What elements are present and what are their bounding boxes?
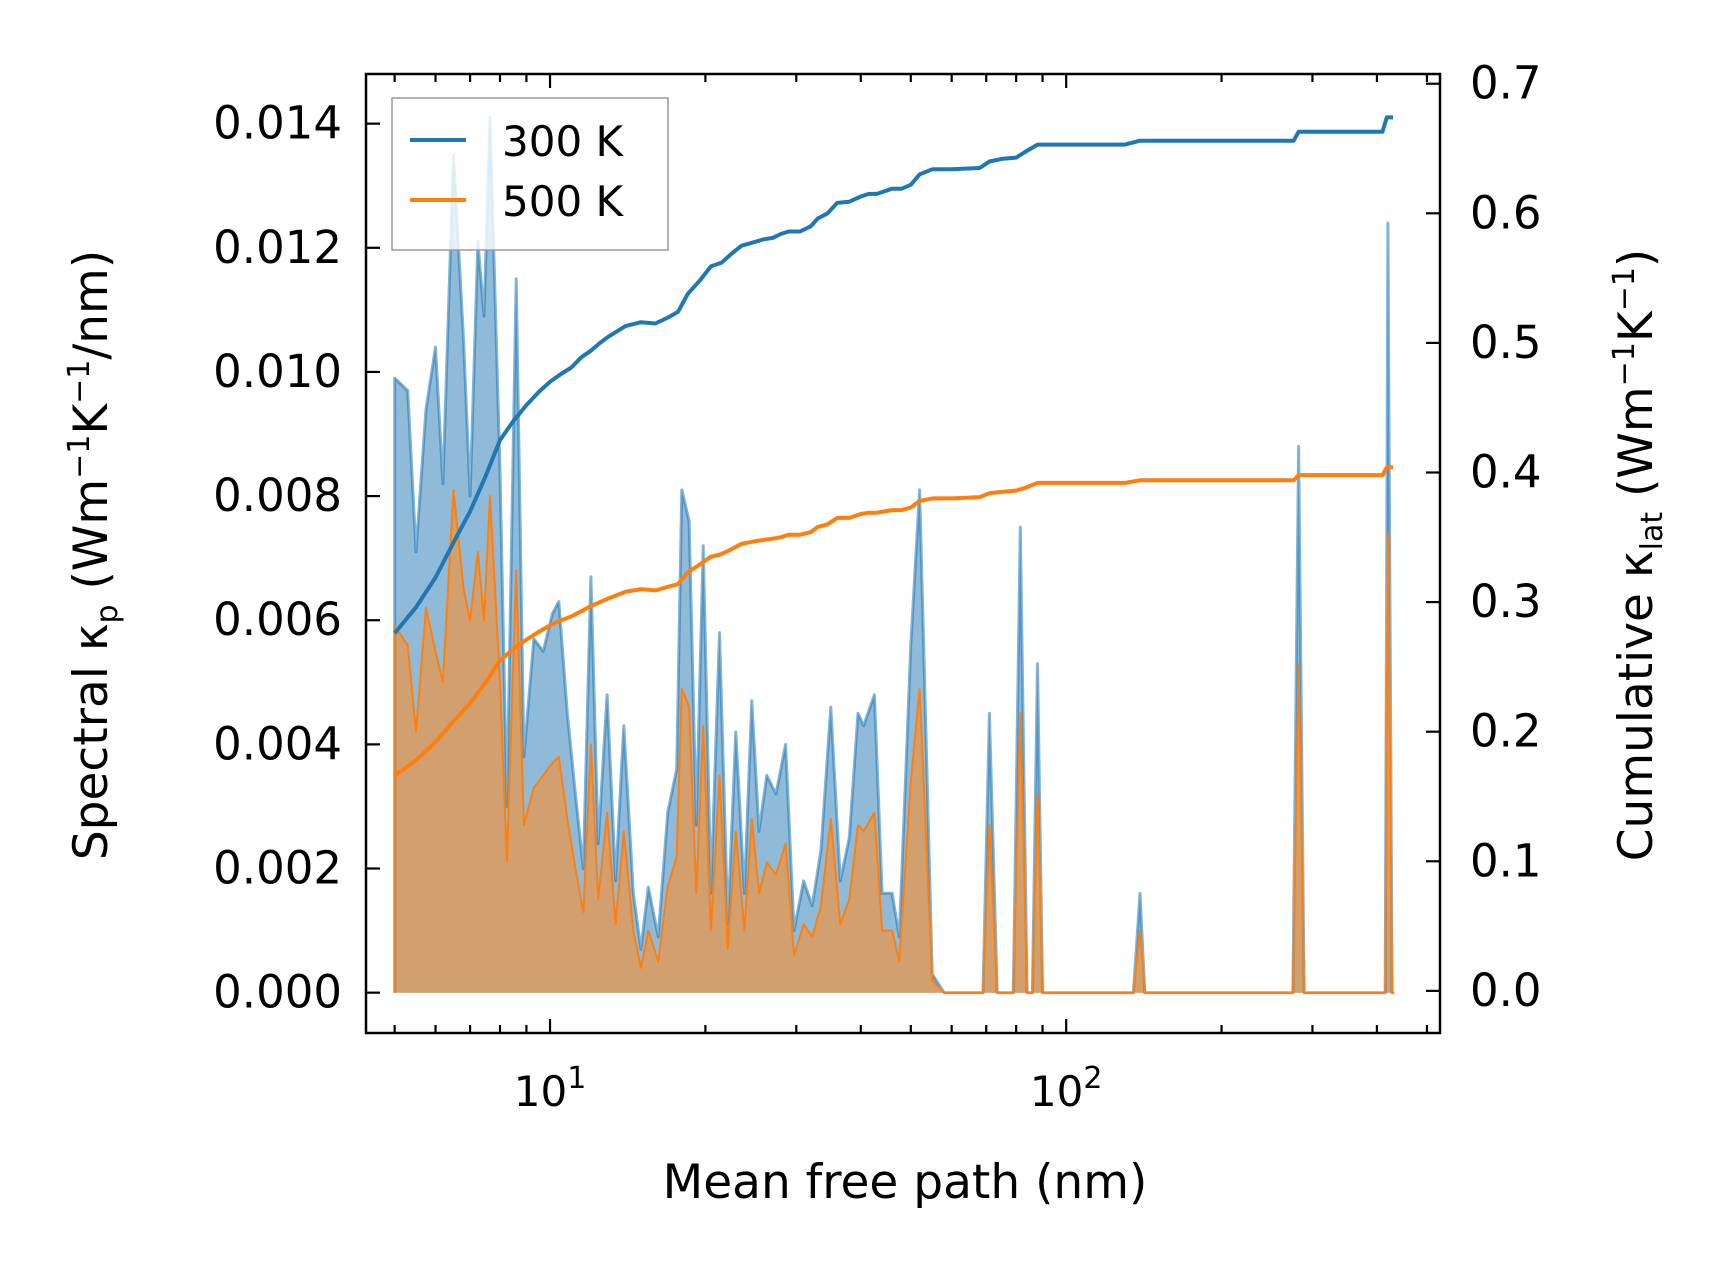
x-tick-label: 102 <box>1030 1061 1103 1116</box>
y-left-sub: p <box>90 604 125 623</box>
x-tick-exponent: 1 <box>567 1061 586 1096</box>
y-left-tick-label: 0.004 <box>213 717 342 770</box>
spectral-line-layer <box>393 115 1395 995</box>
y-left-sup2: −1 <box>62 360 97 404</box>
y-right-mid: K <box>1609 310 1664 342</box>
cumulative-line-layer <box>393 115 1394 778</box>
x-tick-base: 10 <box>1030 1067 1083 1116</box>
x-axis-label: Mean free path (nm) <box>663 1155 1148 1210</box>
y-right-tick-label: 0.1 <box>1470 834 1542 887</box>
legend-label-500k: 500 K <box>502 177 625 226</box>
y-right-tick-label: 0.0 <box>1470 964 1542 1017</box>
y-right-tick-label: 0.3 <box>1470 575 1542 628</box>
y-right-tick-label: 0.2 <box>1470 705 1542 758</box>
y-left-tick-label: 0.000 <box>213 966 342 1019</box>
spectral-line-500k <box>393 488 1395 994</box>
plot-frame <box>364 72 1442 1035</box>
y-right-sub: lat <box>1635 512 1670 551</box>
legend-box <box>391 97 669 251</box>
y-left-tick-label: 0.002 <box>213 842 342 895</box>
y-axis-label-left: Spectral κp (Wm−1K−1/nm) <box>62 250 125 860</box>
x-tick-exponent: 2 <box>1083 1061 1102 1096</box>
y-left-unit-close: /nm) <box>64 250 119 360</box>
y-left-tick-label: 0.014 <box>213 97 342 150</box>
y-right-tick-label: 0.5 <box>1470 316 1542 369</box>
legend-label-300k: 300 K <box>502 117 625 166</box>
y-right-tick-label: 0.6 <box>1470 186 1542 239</box>
tick-label-layer: 101 1020.0000.0020.0040.0060.0080.0100.01… <box>213 57 1541 1116</box>
x-tick-label: 101 <box>514 1061 587 1116</box>
y-left-tick-label: 0.010 <box>213 345 342 398</box>
y-right-main: Cumulative κ <box>1609 550 1664 861</box>
y-right-unit-open: (Wm <box>1609 386 1664 512</box>
y-axis-label-right: Cumulative κlat (Wm−1K−1) <box>1607 249 1670 862</box>
cumulative-line-500k <box>393 465 1394 778</box>
y-left-main: Spectral κ <box>64 623 119 860</box>
y-left-tick-label: 0.012 <box>213 221 342 274</box>
y-right-sup2: −1 <box>1607 267 1642 311</box>
tick-layer <box>366 74 1440 1033</box>
y-left-sup1: −1 <box>62 435 97 479</box>
y-left-unit-open: (Wm <box>64 479 119 605</box>
y-left-tick-label: 0.008 <box>213 469 342 522</box>
legend: 300 K 500 K <box>391 97 669 251</box>
y-right-tick-label: 0.7 <box>1470 57 1542 110</box>
y-left-mid: K <box>64 403 119 435</box>
cumulative-line-300k <box>393 115 1394 635</box>
y-left-tick-label: 0.006 <box>213 593 342 646</box>
y-right-unit-close: ) <box>1609 249 1664 267</box>
x-tick-base: 10 <box>514 1067 567 1116</box>
y-right-tick-label: 0.4 <box>1470 446 1542 499</box>
y-right-sup1: −1 <box>1607 342 1642 386</box>
